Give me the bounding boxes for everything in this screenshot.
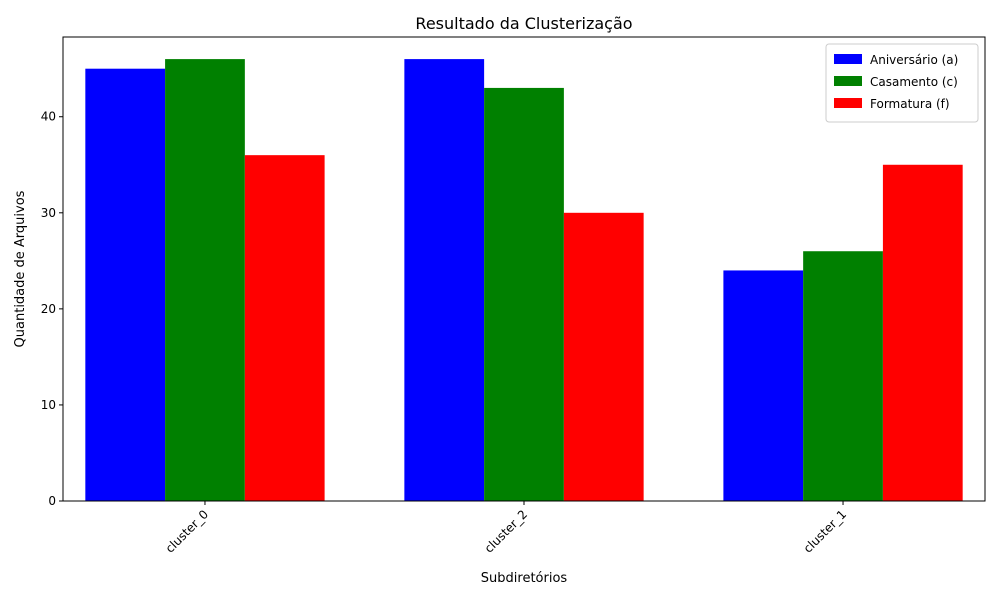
legend-swatch-1 — [834, 76, 862, 86]
legend-swatch-2 — [834, 98, 862, 108]
y-tick-label: 40 — [41, 110, 56, 124]
y-axis-label: Quantidade de Arquivos — [13, 190, 28, 347]
plot-frame — [62, 36, 986, 502]
bars-group — [85, 59, 963, 502]
bar-cluster_1-series-1 — [803, 251, 883, 501]
legend-label-0: Aniversário (a) — [870, 53, 958, 67]
y-tick-label: 30 — [41, 206, 56, 220]
legend-box — [825, 43, 979, 123]
y-tick-label: 0 — [48, 494, 56, 508]
legend: Aniversário (a) Casamento (c) Formatura (f… — [825, 43, 979, 123]
chart-title: Resultado da Clusterização — [415, 14, 632, 33]
bar-cluster_2-series-0 — [404, 59, 485, 501]
y-tick-label: 10 — [41, 398, 56, 412]
bar-cluster_0-series-0 — [85, 68, 166, 501]
bar-cluster_2-series-2 — [563, 212, 644, 501]
y-axis: 0 10 20 30 40 — [41, 110, 63, 508]
y-tick-label: 20 — [41, 302, 56, 316]
bar-cluster_0-series-1 — [165, 59, 245, 501]
legend-label-1: Casamento (c) — [870, 75, 958, 89]
bar-cluster_2-series-1 — [484, 87, 564, 502]
legend-swatch-0 — [834, 54, 862, 64]
bar-cluster_1-series-2 — [882, 164, 963, 501]
bar-cluster_0-series-2 — [244, 155, 325, 501]
legend-label-2: Formatura (f) — [870, 97, 950, 111]
x-axis-label: Subdiretórios — [481, 571, 568, 586]
bar-cluster_1-series-0 — [723, 270, 804, 501]
